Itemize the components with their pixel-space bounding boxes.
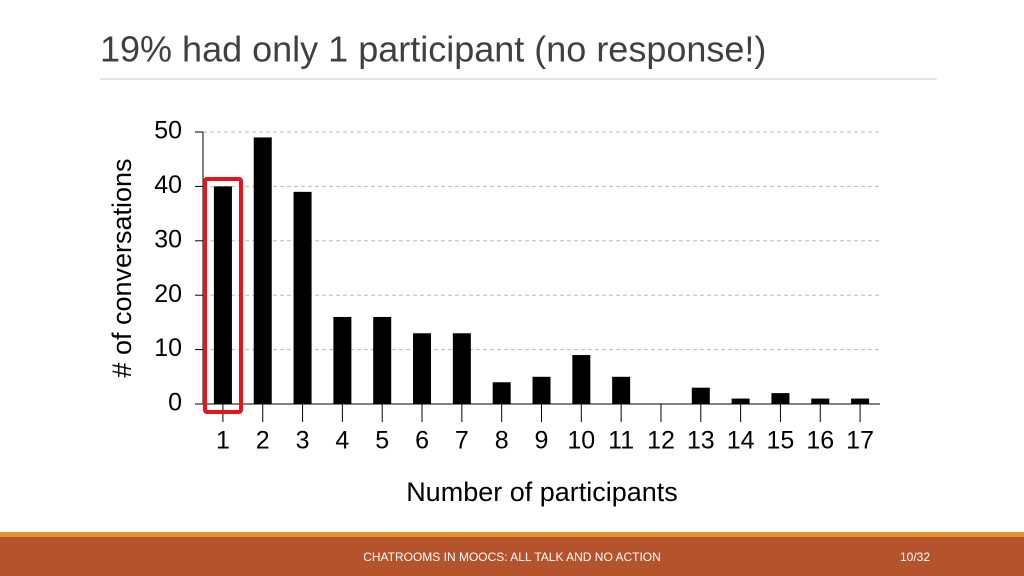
- page-number: 10/32: [900, 550, 930, 564]
- y-axis-label: # of conversations: [107, 158, 137, 377]
- bar: [691, 387, 710, 404]
- footer-text: CHATROOMS IN MOOCS: ALL TALK AND NO ACTI…: [363, 550, 661, 564]
- x-tick-label: 10: [567, 427, 595, 455]
- bar: [452, 333, 471, 404]
- bar: [731, 398, 750, 404]
- bar: [373, 316, 392, 404]
- y-tick-label: 20: [154, 280, 182, 308]
- y-tick-label: 10: [154, 334, 182, 362]
- bar: [572, 355, 591, 404]
- x-tick-label: 3: [296, 427, 310, 455]
- x-tick-label: 4: [335, 427, 349, 455]
- bar: [333, 316, 352, 404]
- y-tick-label: 40: [154, 171, 182, 199]
- x-tick-label: 1: [216, 427, 230, 455]
- x-tick-label: 11: [608, 427, 634, 455]
- highlight-box: [203, 177, 243, 414]
- x-tick-label: 12: [647, 427, 675, 455]
- bar: [532, 376, 551, 404]
- bar: [492, 382, 511, 404]
- bar: [811, 398, 830, 404]
- footer-band: [0, 537, 1024, 576]
- x-tick-label: 14: [727, 427, 755, 455]
- footer-accent: [0, 532, 1024, 537]
- x-tick-label: 17: [846, 427, 874, 455]
- bar: [253, 137, 272, 404]
- x-tick-label: 8: [495, 427, 509, 455]
- bar: [213, 186, 232, 404]
- bar: [293, 191, 312, 404]
- x-axis-label: Number of participants: [406, 477, 678, 507]
- x-tick-label: 2: [256, 427, 270, 455]
- x-tick-label: 16: [806, 427, 834, 455]
- y-tick-label: 50: [154, 117, 182, 145]
- x-tick-label: 15: [767, 427, 795, 455]
- bar: [851, 398, 870, 404]
- bar: [771, 393, 790, 404]
- x-tick-label: 5: [375, 427, 389, 455]
- x-tick-label: 13: [687, 427, 715, 455]
- slide-title: 19% had only 1 participant (no response!…: [100, 29, 766, 70]
- bar: [413, 333, 432, 404]
- x-tick-label: 9: [535, 427, 549, 455]
- y-tick-label: 0: [168, 389, 182, 417]
- x-tick-label: 6: [415, 427, 429, 455]
- y-tick-label: 30: [154, 225, 182, 253]
- bar: [612, 376, 631, 404]
- x-tick-label: 7: [455, 427, 469, 455]
